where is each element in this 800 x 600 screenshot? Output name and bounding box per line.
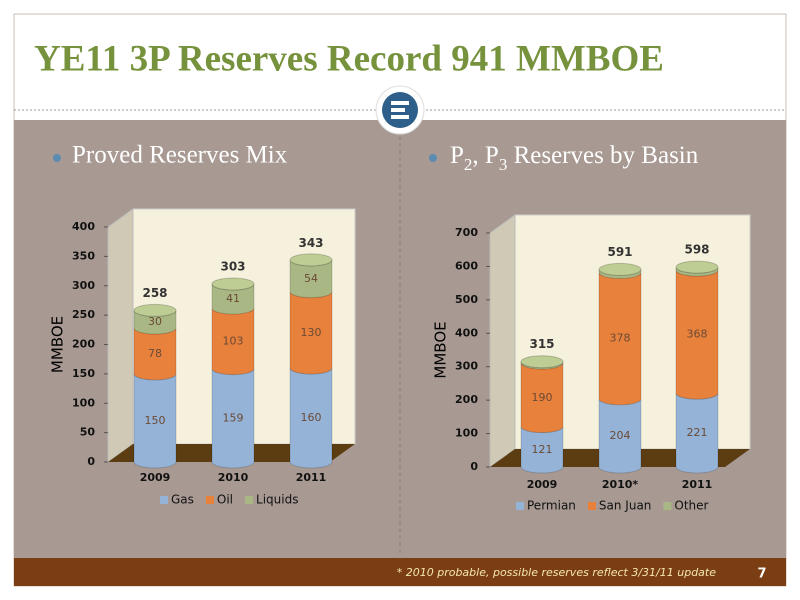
legend-label: San Juan (599, 499, 652, 513)
y-tick-label: 350 (72, 249, 95, 262)
y-tick-label: 100 (72, 396, 95, 409)
legend-swatch (205, 496, 214, 504)
value-label: 160 (301, 411, 322, 424)
y-tick-label: 200 (72, 338, 95, 351)
value-label: 190 (532, 391, 553, 404)
slide-title: YE11 3P Reserves Record 941 MMBOE (34, 38, 664, 79)
value-label: 121 (532, 443, 553, 456)
bullet (53, 154, 61, 162)
value-label: 54 (304, 272, 318, 285)
y-tick-label: 250 (72, 308, 95, 321)
y-tick-label: 0 (470, 460, 478, 473)
legend-swatch (587, 502, 596, 510)
x-tick-label: 2009 (140, 471, 171, 484)
y-tick-label: 500 (455, 293, 478, 306)
total-label: 315 (529, 337, 554, 351)
logo-mark (391, 101, 409, 119)
bar-segment (675, 392, 719, 474)
x-tick-label: 2011 (682, 478, 713, 491)
y-tick-label: 0 (87, 455, 95, 468)
bullet (429, 154, 437, 162)
side-wall (107, 208, 134, 463)
y-tick-label: 400 (455, 326, 478, 339)
x-tick-label: 2010 (218, 471, 249, 484)
y-tick-label: 200 (455, 393, 478, 406)
total-label: 343 (298, 236, 323, 250)
legend-swatch (663, 502, 672, 510)
y-axis-label: MMBOE (432, 321, 450, 378)
legend-swatch (516, 502, 524, 510)
value-label: 41 (226, 292, 240, 305)
bar-segment (675, 269, 719, 400)
legend-swatch (245, 496, 254, 504)
x-tick-label: 2010* (602, 478, 639, 491)
legend-label: Oil (217, 493, 233, 507)
y-axis-label: MMBOE (49, 316, 67, 373)
total-label: 598 (684, 243, 709, 257)
bar-cap (211, 277, 255, 291)
total-label: 258 (142, 286, 167, 300)
legend-swatch (160, 496, 168, 504)
y-tick-label: 300 (72, 279, 95, 292)
value-label: 378 (610, 332, 631, 345)
bar-segment (598, 272, 642, 406)
page-number: 7 (757, 567, 766, 582)
legend-label: Gas (171, 493, 194, 507)
value-label: 130 (301, 326, 322, 339)
y-tick-label: 150 (72, 367, 95, 380)
x-tick-label: 2011 (296, 471, 327, 484)
value-label: 78 (148, 347, 162, 360)
y-tick-label: 300 (455, 360, 478, 373)
y-tick-label: 50 (80, 426, 96, 439)
legend-label: Permian (527, 499, 576, 513)
y-tick-label: 600 (455, 259, 478, 272)
value-label: 368 (687, 328, 708, 341)
y-tick-label: 400 (72, 220, 95, 233)
bar-cap (598, 262, 642, 276)
chart-title: Proved Reserves Mix (72, 142, 288, 169)
footer-bar (14, 558, 786, 586)
value-label: 204 (610, 429, 631, 442)
x-tick-label: 2009 (527, 478, 558, 491)
value-label: 221 (687, 426, 708, 439)
total-label: 591 (607, 245, 632, 259)
bar-cap (289, 253, 333, 267)
bar-cap (520, 355, 564, 369)
bar-cap (675, 260, 719, 274)
y-tick-label: 100 (455, 427, 478, 440)
bar-cap (133, 303, 177, 317)
legend-label: Other (674, 499, 708, 513)
total-label: 303 (220, 259, 245, 273)
chart-title: P2, P3 Reserves by Basin (450, 142, 699, 175)
bar-segment (598, 398, 642, 474)
footnote: * 2010 probable, possible reserves refle… (397, 566, 717, 579)
value-label: 103 (223, 334, 244, 347)
value-label: 150 (145, 414, 166, 427)
side-wall (489, 214, 516, 468)
legend-label: Liquids (256, 493, 298, 507)
value-label: 159 (223, 411, 244, 424)
value-label: 30 (148, 315, 162, 328)
y-tick-label: 700 (455, 226, 478, 239)
